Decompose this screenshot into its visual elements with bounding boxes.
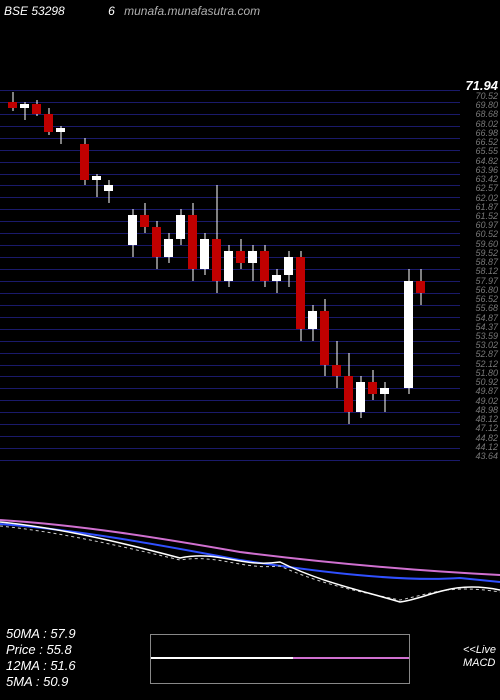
candlestick-series xyxy=(0,90,460,460)
candle xyxy=(260,90,269,460)
y-axis-label: 56.80 xyxy=(475,286,498,294)
y-axis-label: 68.68 xyxy=(475,110,498,118)
y-axis-label: 52.12 xyxy=(475,360,498,368)
candle xyxy=(272,90,281,460)
info-line: 50MA : 57.9 xyxy=(6,626,76,642)
info-line: 12MA : 51.6 xyxy=(6,658,76,674)
candle xyxy=(224,90,233,460)
y-axis-label: 54.37 xyxy=(475,323,498,331)
candle xyxy=(32,90,41,460)
candle xyxy=(404,90,413,460)
y-axis-label: 60.97 xyxy=(475,221,498,229)
candle xyxy=(8,90,17,460)
candle xyxy=(80,90,89,460)
ticker-label: 53298 xyxy=(31,4,64,18)
y-axis-label: 54.87 xyxy=(475,314,498,322)
y-axis-label: 55.68 xyxy=(475,304,498,312)
chart-header: BSE 53298 6 munafa.munafasutra.com xyxy=(4,4,260,18)
candle xyxy=(236,90,245,460)
y-axis-label: 61.87 xyxy=(475,203,498,211)
candle xyxy=(188,90,197,460)
y-axis-label: 59.52 xyxy=(475,249,498,257)
candle xyxy=(320,90,329,460)
candle xyxy=(92,90,101,460)
y-axis-label: 62.57 xyxy=(475,184,498,192)
y-axis-label: 48.98 xyxy=(475,406,498,414)
y-axis-label: 60.52 xyxy=(475,230,498,238)
y-axis-label: 57.97 xyxy=(475,277,498,285)
candle xyxy=(56,90,65,460)
y-axis-label: 63.42 xyxy=(475,175,498,183)
site-label: munafa.munafasutra.com xyxy=(124,4,260,18)
y-axis-label: 47.12 xyxy=(475,424,498,432)
macd-inset xyxy=(150,634,410,684)
inset-line xyxy=(151,657,409,659)
y-axis-label: 66.52 xyxy=(475,138,498,146)
candle xyxy=(20,90,29,460)
y-axis-label: 65.55 xyxy=(475,147,498,155)
y-axis-label: 58.12 xyxy=(475,267,498,275)
y-axis-label: 64.82 xyxy=(475,157,498,165)
candle xyxy=(368,90,377,460)
ma-line-1 xyxy=(0,520,500,575)
macd-panel xyxy=(0,490,500,620)
candle xyxy=(140,90,149,460)
y-axis-label: 68.02 xyxy=(475,120,498,128)
y-axis-label: 63.96 xyxy=(475,166,498,174)
header-number: 6 xyxy=(108,4,115,18)
candlestick-chart: 71.94 70.5269.8068.6868.0266.9866.5265.5… xyxy=(0,90,500,460)
candle xyxy=(44,90,53,460)
candle xyxy=(104,90,113,460)
ma-info-box: 50MA : 57.9Price : 55.812MA : 51.65MA : … xyxy=(6,626,76,690)
y-axis-label: 69.80 xyxy=(475,101,498,109)
y-axis: 71.94 70.5269.8068.6868.0266.9866.5265.5… xyxy=(460,90,500,460)
candle xyxy=(248,90,257,460)
candle xyxy=(344,90,353,460)
y-axis-label: 49.87 xyxy=(475,387,498,395)
candle xyxy=(296,90,305,460)
candle xyxy=(416,90,425,460)
candle xyxy=(380,90,389,460)
y-axis-label: 59.60 xyxy=(475,240,498,248)
candle xyxy=(308,90,317,460)
exchange-label: BSE xyxy=(4,4,28,18)
y-axis-label: 43.64 xyxy=(475,452,498,460)
y-axis-label: 53.59 xyxy=(475,332,498,340)
y-axis-label: 48.12 xyxy=(475,415,498,423)
candle xyxy=(332,90,341,460)
y-axis-label: 51.80 xyxy=(475,369,498,377)
y-axis-label: 70.52 xyxy=(475,92,498,100)
y-axis-label: 56.52 xyxy=(475,295,498,303)
info-line: 5MA : 50.9 xyxy=(6,674,76,690)
y-axis-label: 61.52 xyxy=(475,212,498,220)
y-axis-label: 44.12 xyxy=(475,443,498,451)
y-axis-label: 58.87 xyxy=(475,258,498,266)
candle xyxy=(152,90,161,460)
y-axis-label: 53.02 xyxy=(475,341,498,349)
candle xyxy=(128,90,137,460)
candle xyxy=(176,90,185,460)
candle xyxy=(200,90,209,460)
y-axis-label: 62.02 xyxy=(475,194,498,202)
candle xyxy=(284,90,293,460)
y-axis-label: 50.92 xyxy=(475,378,498,386)
y-axis-label: 52.87 xyxy=(475,350,498,358)
candle xyxy=(164,90,173,460)
candle xyxy=(212,90,221,460)
info-line: Price : 55.8 xyxy=(6,642,76,658)
candle xyxy=(356,90,365,460)
y-axis-label: 66.98 xyxy=(475,129,498,137)
y-axis-label: 44.82 xyxy=(475,434,498,442)
macd-svg xyxy=(0,490,500,620)
macd-signal-line xyxy=(0,522,500,602)
live-macd-label: <<Live MACD xyxy=(463,644,496,670)
live-label-2: MACD xyxy=(463,657,496,670)
live-label-1: <<Live xyxy=(463,644,496,657)
y-axis-label: 49.02 xyxy=(475,397,498,405)
